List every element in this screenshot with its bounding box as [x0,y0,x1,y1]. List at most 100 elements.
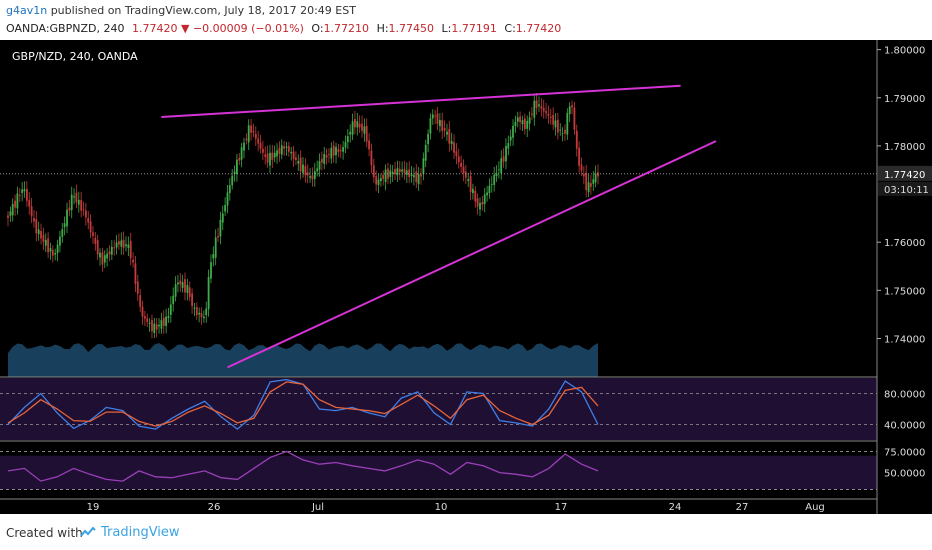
candle-body [63,223,66,228]
candle-body [101,252,104,265]
candle-body [590,183,592,187]
candle-body [391,171,394,174]
tradingview-brand[interactable]: TradingView [101,525,180,540]
candle-body [405,170,408,175]
candle-body [453,142,455,153]
candle-body [184,279,186,293]
low-label: L: [441,22,452,35]
candle-body [200,313,203,318]
candle-body [231,175,234,186]
candle-body [207,276,210,310]
candle-body [372,165,375,178]
candle-body [398,168,401,173]
trendline-lower [227,140,717,369]
candle-body [292,151,295,160]
rsi-pane [0,450,877,490]
candle-body [349,131,352,135]
candle-body [597,172,599,177]
candle-body [257,138,260,144]
stochastic-tick-label: 40.0000 [884,421,925,432]
candle-body [247,125,250,143]
price-tick-label: 1.76000 [884,238,925,249]
candle-body [443,128,446,131]
candle-body [259,142,262,149]
candle-body [509,136,512,141]
author-link[interactable]: g4av1n [6,4,48,17]
candle-body [264,154,267,157]
price-axis-background [877,40,932,514]
candle-body [424,144,427,161]
candle-body [304,166,307,176]
candle-body [233,171,236,175]
low-value: 1.77191 [451,22,497,35]
candle-body [174,284,177,297]
time-tick-label: 19 [87,502,100,513]
time-tick-label: 17 [555,502,568,513]
open-value: 1.77210 [323,22,370,35]
rsi-tick-label: 75.0000 [884,447,925,458]
candle-body [417,173,420,185]
candle-body [568,106,571,114]
candle-body [431,114,434,119]
candle-body [75,192,78,203]
stochastic-d-line [7,381,599,427]
candle-body [448,128,451,144]
chart-area[interactable]: 1.80000 1.79000 1.78000 1.76000 1.75000 1.740… [0,40,932,514]
candle-body [361,123,363,131]
candle-body [243,142,245,151]
candle-body [401,169,403,172]
candle-body [488,185,491,193]
candle-body [427,133,429,145]
price-tick-label: 1.79000 [884,94,925,105]
candle-body [59,236,61,246]
candle-body [9,211,12,216]
candle-body [502,156,505,162]
candle-body [148,322,151,324]
candle-body [533,100,536,118]
price-tick-label: 1.78000 [884,142,925,153]
candle-body [226,192,229,206]
candle-body [450,141,453,145]
candle-body [49,248,52,252]
candle-body [212,254,215,259]
candle-body [311,175,314,180]
candle-body [82,209,85,211]
plot-background [0,40,877,514]
price-tick-label: 1.75000 [884,286,925,297]
candle-body [500,158,503,174]
candle-body [309,176,311,178]
candle-body [585,172,588,191]
candle-body [181,282,184,288]
candle-body [486,192,488,196]
time-tick-label: 10 [435,502,448,513]
candle-body [115,242,118,248]
candle-body [14,200,16,208]
countdown-label: 03:10:11 [884,185,929,196]
candle-body [96,240,99,255]
high-label: H: [376,22,389,35]
candle-body [521,120,524,125]
candle-body [493,174,496,185]
candle-body [512,125,514,138]
candle-body [422,158,425,175]
candle-body [346,136,349,143]
candle-body [92,232,94,236]
candle-body [323,154,326,164]
candle-body [177,282,179,285]
candle-body [561,133,564,134]
candle-body [108,251,111,255]
candle-body [33,218,35,222]
candle-body [472,188,474,194]
candle-body [110,246,113,255]
candle-body [547,113,550,116]
candle-body [155,324,158,330]
candle-body [542,107,545,112]
candle-body [462,166,465,174]
footer: Created with TradingView [0,514,932,550]
candle-body [141,306,144,317]
candle-body [266,153,269,163]
candle-body [146,318,149,322]
candle-body [337,149,340,152]
countdown-box [878,181,932,196]
candle-body [318,161,321,170]
